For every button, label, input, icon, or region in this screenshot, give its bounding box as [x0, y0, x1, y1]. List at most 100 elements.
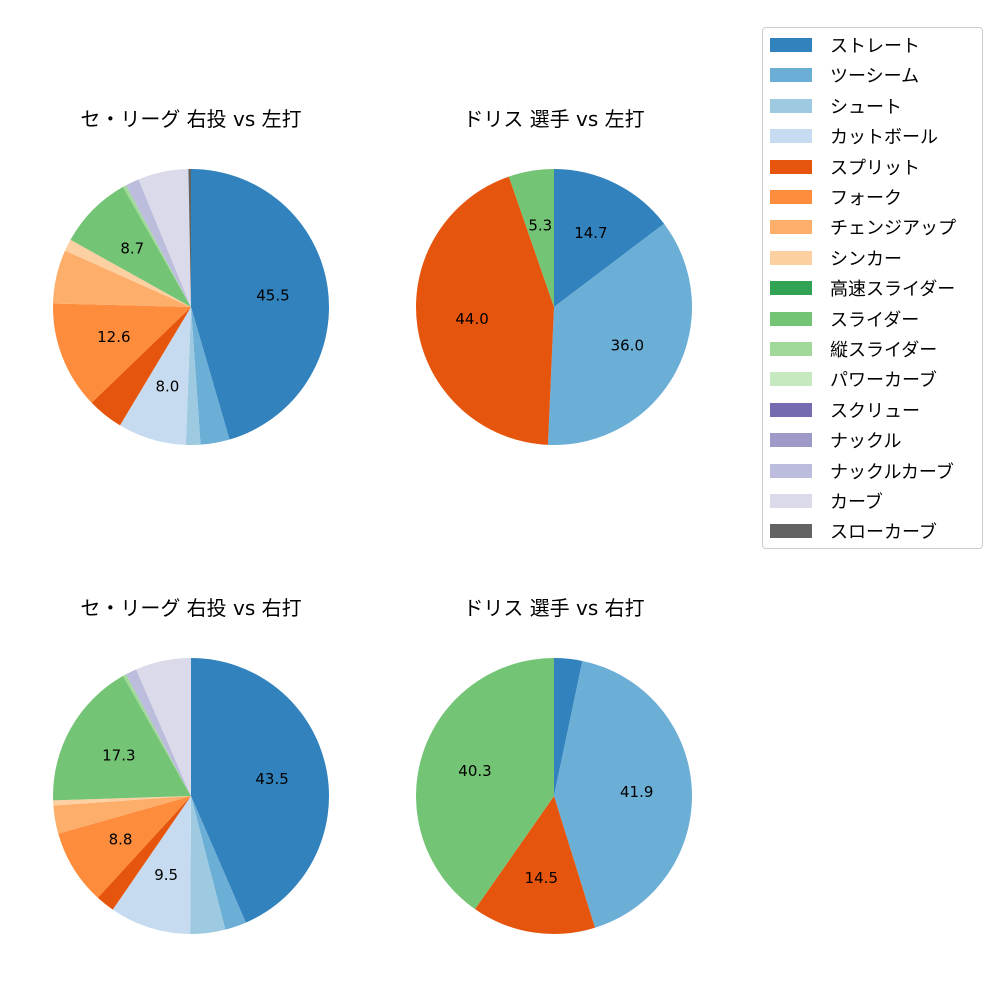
pie-slice-label: 41.9: [620, 783, 653, 801]
legend-swatch: [770, 68, 812, 83]
legend-swatch: [770, 98, 812, 113]
pie-slice: [554, 660, 692, 928]
legend-item: カットボール: [770, 121, 938, 151]
legend-item: 縦スライダー: [770, 334, 937, 364]
pie-slice: [475, 796, 595, 934]
pie-slice: [136, 658, 191, 796]
legend-swatch: [770, 402, 812, 417]
legend-swatch: [770, 372, 812, 387]
pie-slice: [126, 179, 191, 307]
pie-slice: [91, 307, 191, 426]
pie-slice: [53, 250, 192, 307]
pie-slice-label: 12.6: [97, 328, 130, 346]
legend-swatch: [770, 311, 812, 326]
pie-panel-league-vs-right: セ・リーグ 右投 vs 右打 43.5 9.5 8.8 17.3: [21, 589, 361, 949]
legend-label: 縦スライダー: [830, 340, 938, 361]
legend-item: スローカーブ: [770, 516, 937, 546]
legend-label: スライダー: [830, 309, 920, 331]
pie-slice: [415, 176, 554, 445]
legend-label: 高速スライダー: [830, 279, 956, 301]
pie-slice: [123, 185, 191, 307]
legend-label: スプリット: [830, 157, 920, 179]
legend-label: スローカーブ: [830, 522, 937, 544]
pie-slice: [191, 169, 330, 440]
pie-slice: [185, 307, 201, 445]
legend-label: チェンジアップ: [830, 218, 956, 240]
pie-slice-label: 14.7: [574, 224, 607, 242]
pie-slice-label: 17.3: [102, 746, 135, 764]
legend-swatch: [770, 190, 812, 204]
legend-item: カーブ: [770, 486, 883, 516]
pie-slice: [53, 796, 191, 806]
pie-slice: [53, 303, 191, 403]
pie-slice-label: 8.7: [120, 240, 144, 258]
legend-item: ナックルカーブ: [770, 456, 954, 486]
pie-slice: [70, 186, 191, 307]
legend-label: スクリュー: [830, 400, 920, 422]
pie-slice: [97, 796, 191, 910]
pie-slice: [112, 796, 191, 934]
legend-item: スプリット: [770, 152, 920, 182]
pie-slice-label: 36.0: [611, 337, 644, 355]
pie-chart: 14.7 36.0 44.0 5.3: [415, 169, 692, 445]
legend-swatch: [770, 159, 812, 174]
pie-slice: [554, 169, 665, 307]
legend-swatch: [770, 494, 812, 508]
pie-title: セ・リーグ 右投 vs 右打: [80, 596, 302, 620]
pie-slice-label: 14.5: [525, 869, 558, 887]
pie-title: ドリス 選手 vs 右打: [463, 596, 645, 620]
pie-chart: 45.5 8.0 12.6 8.7: [53, 169, 330, 445]
legend-swatch: [770, 129, 812, 144]
pie-slice: [191, 307, 230, 445]
pie-slice: [547, 223, 692, 445]
legend: ストレートツーシームシュートカットボール スプリットフォークチェンジアップシンカー…: [762, 27, 983, 549]
legend-label: カットボール: [830, 127, 938, 149]
legend-item: ツーシーム: [770, 60, 919, 90]
pie-slice: [554, 658, 583, 796]
pie-slice-label: 8.8: [109, 830, 133, 848]
legend-label: シュート: [830, 96, 902, 118]
legend-item: スライダー: [770, 304, 919, 334]
legend-label: ナックルカーブ: [830, 461, 954, 483]
pie-panel-doris-vs-right: ドリス 選手 vs 右打 41.9 14.5 40.3: [384, 589, 724, 949]
pie-slice: [190, 796, 226, 934]
legend-swatch: [770, 433, 812, 448]
legend-swatch: [770, 220, 812, 235]
legend-item: ナックル: [770, 425, 901, 455]
pie-slice: [123, 674, 191, 796]
pie-chart: 41.9 14.5 40.3: [416, 658, 692, 934]
legend-label: ストレート: [830, 36, 920, 57]
legend-label: ツーシーム: [830, 66, 920, 88]
legend-item: 高速スライダー: [770, 273, 955, 303]
legend-label: ナックル: [830, 431, 902, 453]
pie-slice: [416, 658, 554, 910]
legend-swatch: [770, 38, 812, 52]
pie-slice-label: 8.0: [155, 377, 179, 395]
legend-item: スクリュー: [770, 395, 920, 425]
legend-label: フォーク: [830, 188, 902, 209]
legend-item: ストレート: [770, 30, 920, 60]
legend-swatch: [770, 342, 812, 356]
pie-slice-label: 5.3: [528, 216, 552, 234]
pie-slice: [138, 169, 191, 307]
pie-slice: [120, 307, 191, 445]
pie-slice: [508, 169, 554, 307]
pie-slice-label: 43.5: [255, 770, 288, 788]
pie-title: セ・リーグ 右投 vs 左打: [80, 107, 302, 131]
legend-swatch: [770, 524, 812, 539]
pie-slice: [65, 239, 191, 307]
legend-item: パワーカーブ: [770, 364, 937, 394]
pie-slice-label: 9.5: [154, 866, 178, 884]
pie-slice: [58, 796, 192, 898]
pie-panel-doris-vs-left: ドリス 選手 vs 左打 14.7 36.0 44.0 5.3: [384, 100, 724, 460]
legend-swatch: [770, 463, 812, 478]
pie-slice: [126, 669, 191, 796]
pie-slice: [191, 658, 330, 923]
legend-item: シンカー: [770, 243, 902, 273]
legend-item: フォーク: [770, 182, 902, 212]
pie-slice-label: 40.3: [458, 762, 491, 780]
pie-slice: [53, 675, 191, 801]
pie-slice-label: 44.0: [455, 310, 488, 328]
pie-slice: [53, 796, 192, 834]
pie-chart: 43.5 9.5 8.8 17.3: [53, 658, 330, 934]
